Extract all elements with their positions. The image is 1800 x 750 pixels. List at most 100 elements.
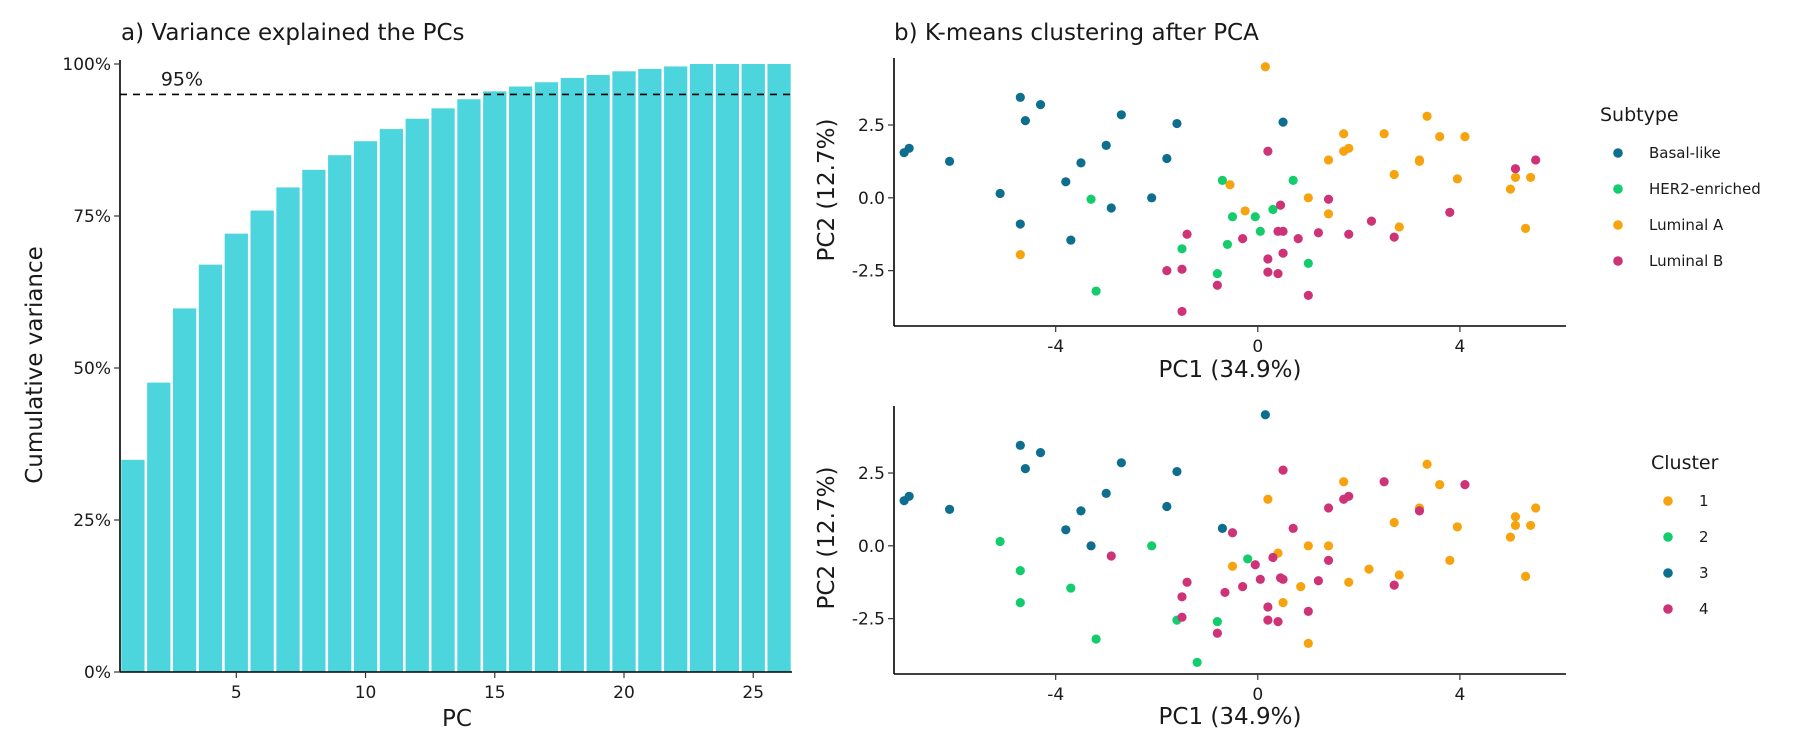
cluster-point [1303, 638, 1313, 649]
cluster-point [1076, 506, 1086, 516]
subtype-point [1278, 226, 1288, 236]
subtype-point [1255, 226, 1265, 236]
subtype-point [1212, 280, 1222, 290]
panel-a-x-tick-label: 25 [742, 683, 764, 703]
subtype-point [1177, 244, 1187, 254]
cluster-point [1278, 574, 1288, 584]
cluster-point [1278, 465, 1288, 475]
subtype-point [1520, 223, 1531, 234]
cluster-point [1394, 570, 1404, 580]
subtype-point [1379, 129, 1389, 139]
cluster-legend: Cluster 1 2 3 4 [1651, 452, 1719, 618]
subtype-point [1273, 268, 1283, 279]
cluster-point [1323, 555, 1334, 565]
subtype-point [1263, 254, 1273, 264]
variance-bar-pc13 [431, 108, 455, 672]
subtype-legend-key [1613, 148, 1623, 158]
cluster-point [1344, 577, 1354, 587]
cluster-point [1243, 554, 1253, 564]
subtype-legend: Subtype Basal-like HER2-enriched Luminal A… [1600, 104, 1761, 270]
variance-bar-pc24 [715, 64, 740, 672]
subtype-point [1394, 222, 1404, 232]
cluster-point [1061, 525, 1071, 535]
cluster-point [1303, 541, 1313, 551]
variance-bar-pc9 [328, 155, 352, 672]
panel-a-y-tick-label: 75% [73, 207, 111, 227]
cluster-point [1389, 580, 1399, 590]
variance-bars [121, 64, 791, 673]
cluster-point [1323, 541, 1334, 551]
panel-a-x-tick-label: 5 [231, 683, 242, 703]
cluster-point [1531, 503, 1541, 513]
subtype-legend-key [1613, 220, 1623, 230]
cluster-legend-key [1663, 496, 1673, 506]
cluster-legend-label: 4 [1699, 600, 1709, 618]
cluster-point [1086, 541, 1096, 551]
subtype-y-tick-label: -2.5 [852, 262, 885, 282]
subtype-point [1177, 306, 1187, 317]
variance-bar-pc25 [741, 64, 765, 672]
variance-bar-pc19 [586, 74, 610, 672]
cluster-y-tick-label: 2.5 [858, 464, 885, 484]
cluster-point [1273, 616, 1283, 627]
cluster-point [1303, 606, 1313, 616]
variance-bar-pc23 [689, 64, 714, 672]
cluster-point [1422, 459, 1432, 469]
subtype-point [1445, 207, 1455, 217]
subtype-point [944, 156, 955, 167]
subtype-x-axis-title: PC1 (34.9%) [1159, 357, 1302, 383]
cluster-legend-key [1663, 532, 1673, 542]
panel-a-x-tick-label: 20 [613, 683, 635, 703]
cluster-x-tick-label: -4 [1047, 685, 1064, 705]
subtype-point [1526, 172, 1536, 183]
cluster-point [1452, 522, 1462, 532]
cluster-point [1192, 657, 1202, 667]
subtype-point [1303, 258, 1313, 268]
cluster-point [1414, 506, 1425, 516]
cluster-point [1435, 480, 1445, 490]
cluster-point [1263, 615, 1273, 625]
cluster-point [1460, 480, 1470, 490]
panel-a-x-tick-label: 10 [355, 683, 377, 703]
subtype-point [1366, 216, 1377, 226]
cluster-point [1015, 565, 1025, 576]
subtype-point [1147, 193, 1157, 203]
subtype-point [1182, 229, 1192, 239]
panel-a-x-axis-title: PC [442, 706, 472, 732]
cluster-point [944, 504, 955, 515]
subtype-legend-key [1613, 184, 1623, 194]
cluster-point [1255, 574, 1265, 584]
subtype-point [1015, 219, 1025, 229]
variance-bar-pc10 [353, 141, 378, 673]
variance-bar-pc4 [198, 264, 223, 672]
cluster-point [1212, 616, 1222, 627]
cluster-point [1263, 494, 1273, 504]
subtype-point [1066, 235, 1076, 245]
cluster-y-tick-label: -2.5 [852, 610, 885, 630]
variance-bar-pc18 [560, 77, 584, 673]
cluster-point [1379, 477, 1389, 487]
cluster-point [1212, 628, 1222, 638]
cluster-point [1066, 583, 1076, 593]
cluster-point [1250, 560, 1260, 570]
subtype-point [1323, 155, 1334, 165]
subtype-point [1278, 117, 1288, 127]
panel-a-title: a) Variance explained the PCs [121, 20, 464, 46]
subtype-point [1303, 290, 1313, 301]
cluster-legend-key [1663, 568, 1673, 578]
cluster-point [1101, 488, 1111, 498]
cluster-point [1445, 555, 1455, 565]
subtype-point [1162, 153, 1172, 164]
subtype-point [1035, 100, 1046, 110]
cluster-legend-title: Cluster [1651, 452, 1719, 474]
variance-bar-pc12 [405, 118, 429, 673]
cluster-point [1162, 501, 1172, 512]
cluster-point [1172, 466, 1182, 477]
subtype-point [1225, 180, 1235, 190]
subtype-x-tick-label: 0 [1252, 337, 1263, 357]
variance-bar-pc1 [121, 459, 145, 672]
cluster-point [1227, 561, 1238, 571]
cluster-point [995, 536, 1005, 547]
subtype-point [995, 188, 1005, 199]
